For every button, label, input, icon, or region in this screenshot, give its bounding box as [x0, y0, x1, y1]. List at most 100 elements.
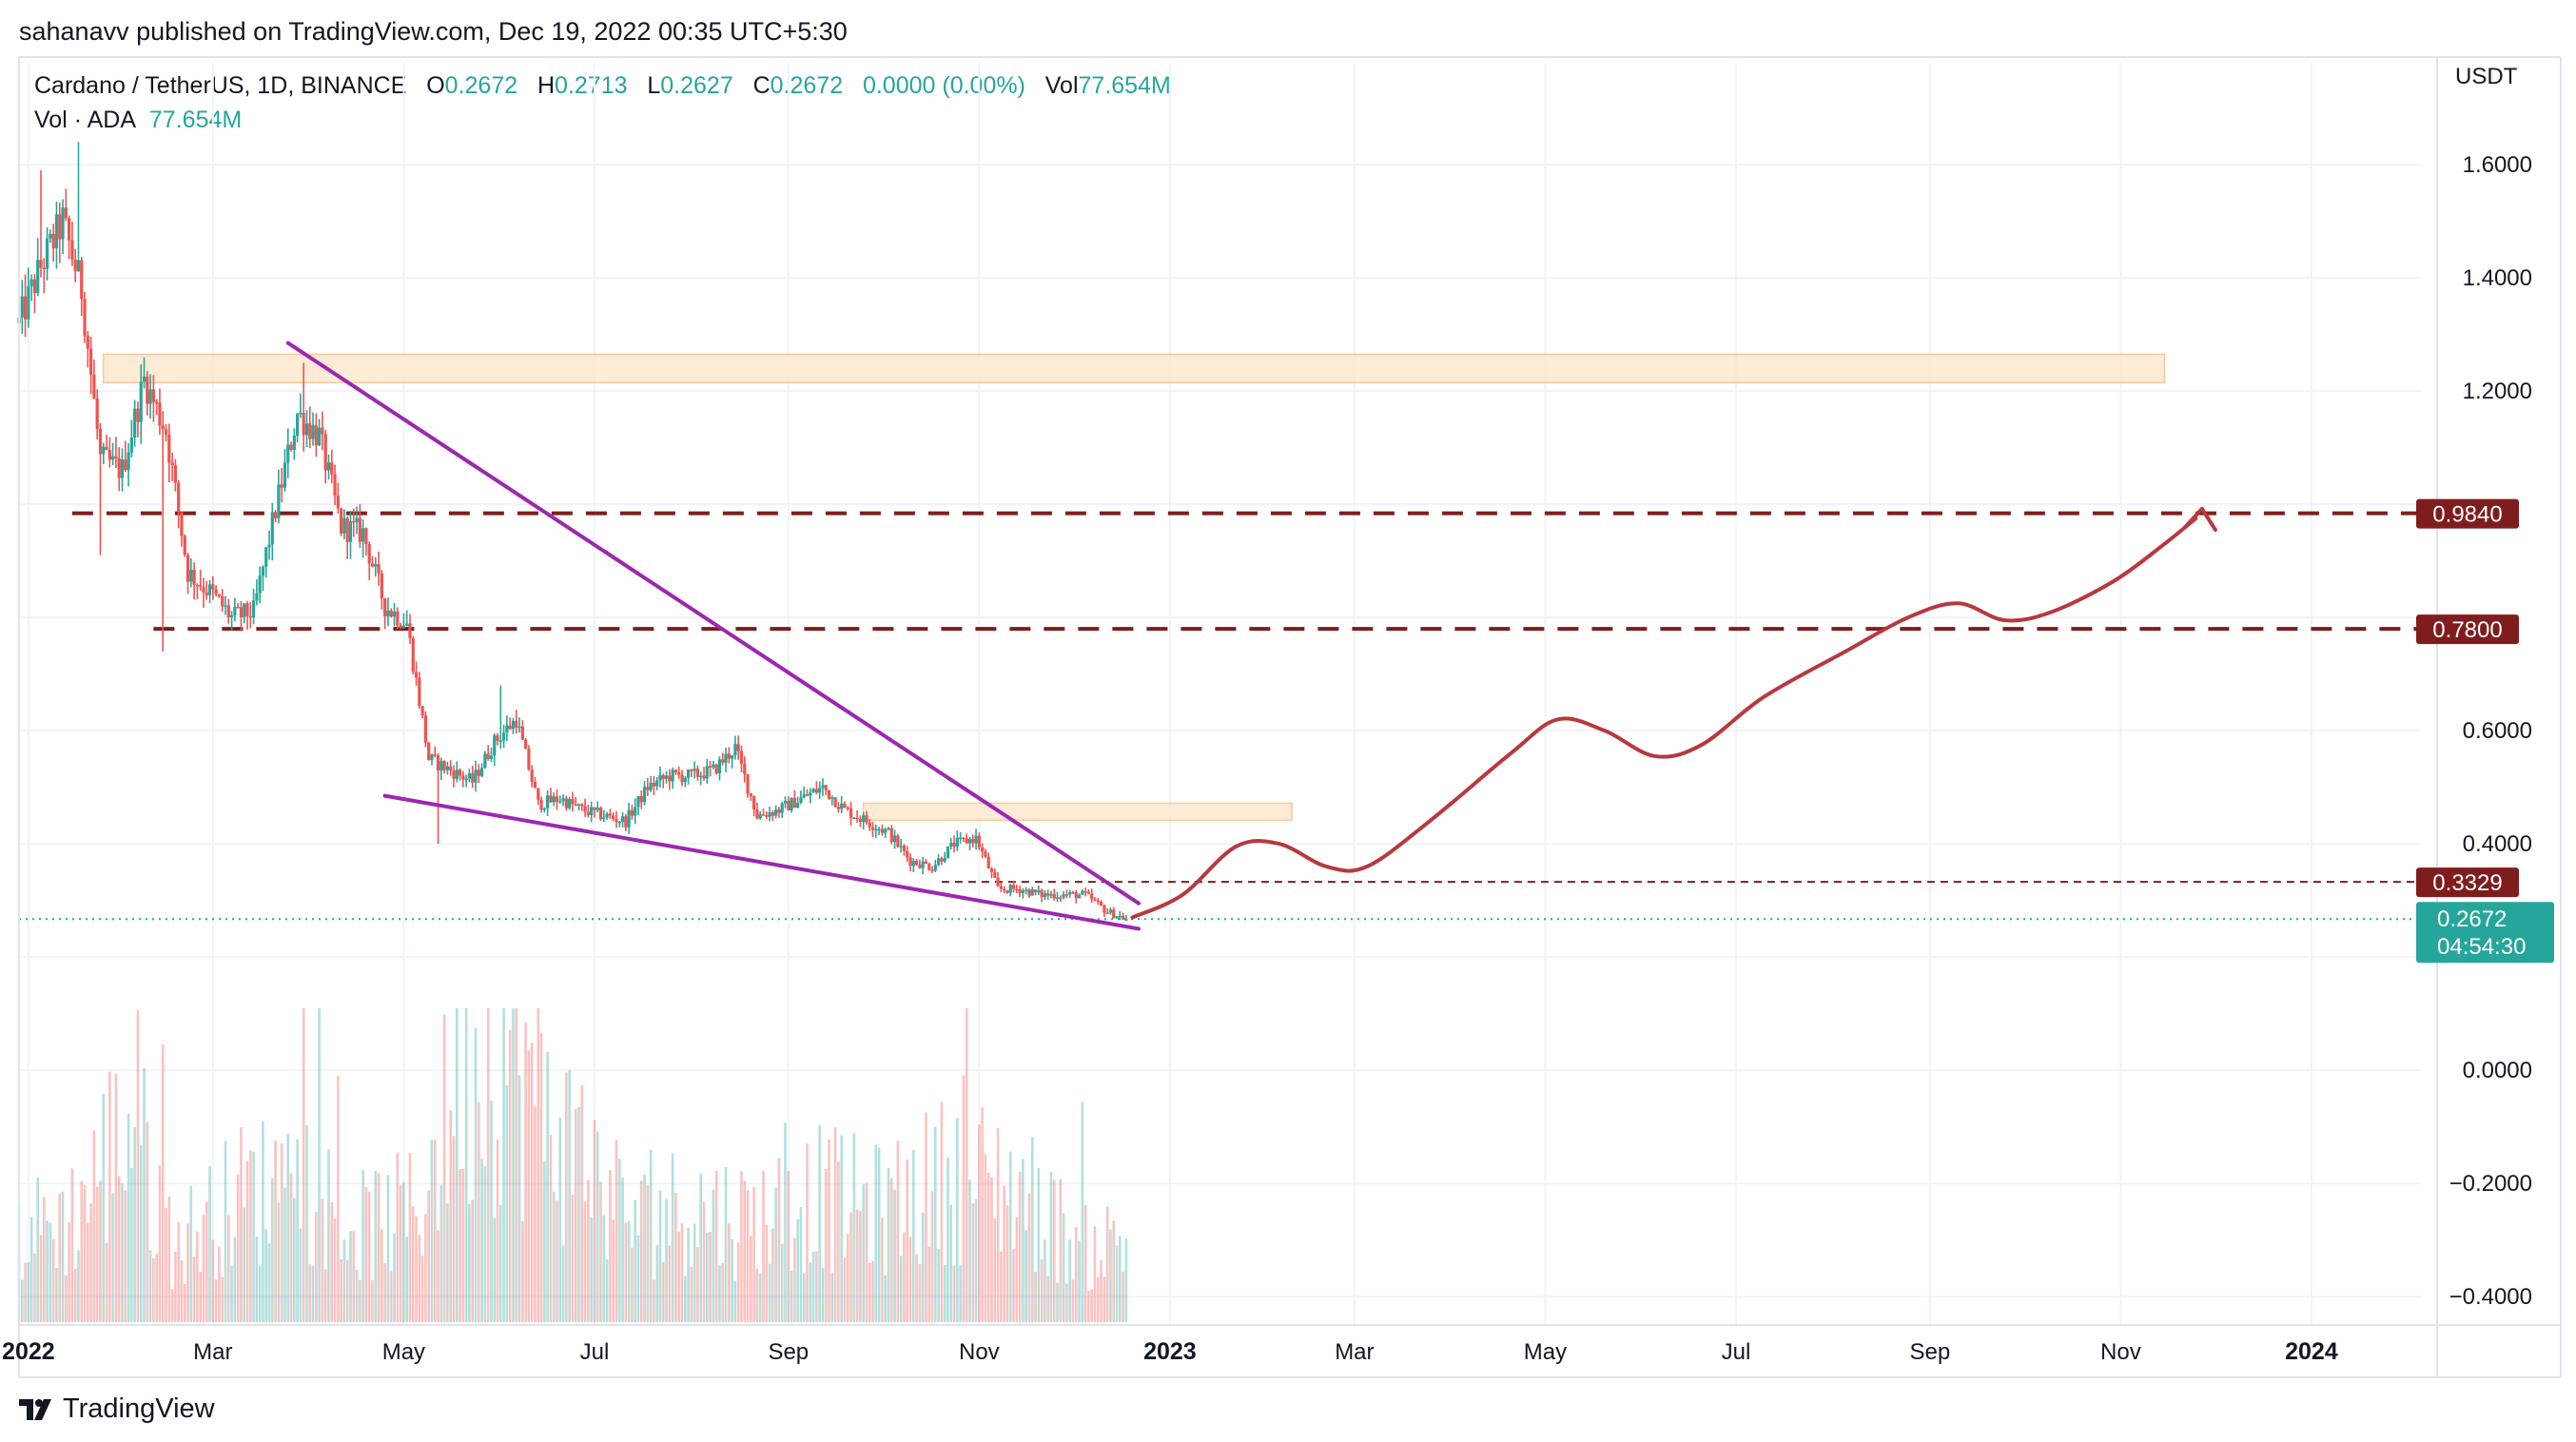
candle-body	[833, 797, 837, 808]
candle-body	[1027, 889, 1031, 896]
candle-body	[304, 423, 309, 436]
volume-bar	[811, 1251, 815, 1322]
volume-bar	[264, 1229, 268, 1322]
volume-bar	[802, 1273, 806, 1322]
candle-body	[796, 802, 800, 809]
level-badge	[2416, 498, 2519, 529]
candle-body	[195, 584, 200, 587]
candle-body	[321, 427, 324, 435]
volume-bar	[1090, 1289, 1094, 1322]
volume-bar	[602, 1215, 606, 1322]
volume-bar	[806, 1143, 809, 1322]
volume-bar	[612, 1219, 615, 1322]
volume-bar	[361, 1170, 364, 1322]
volume-bar	[262, 1120, 264, 1322]
candle-body	[471, 772, 475, 783]
volume-bar	[752, 1187, 755, 1322]
volume-bar	[617, 1159, 621, 1322]
volume-bar	[480, 1159, 483, 1322]
volume-bar	[830, 1272, 834, 1322]
candle-body	[959, 837, 963, 840]
volume-bar	[293, 1198, 296, 1322]
candle-body	[243, 603, 246, 617]
volume-bar	[996, 1127, 1000, 1322]
volume-bar	[696, 1246, 699, 1322]
volume-bar	[674, 1192, 677, 1322]
volume-bar	[180, 1260, 184, 1322]
candle-body	[642, 787, 647, 803]
volume-bar	[680, 1222, 684, 1322]
volume-bar	[590, 1217, 593, 1322]
candle-body	[683, 777, 687, 783]
volume-bar	[386, 1175, 390, 1322]
candle-body	[148, 389, 152, 404]
volume-bar	[1081, 1101, 1084, 1322]
volume-bar	[1062, 1213, 1065, 1322]
volume-bar	[1012, 1248, 1015, 1322]
volume-bar	[956, 1118, 959, 1322]
candle-body	[896, 835, 900, 848]
candle-body	[1103, 906, 1106, 913]
candle-body	[330, 462, 334, 475]
volume-bar	[846, 1234, 849, 1322]
candle-body	[617, 821, 621, 824]
price-axis-unit: USDT	[2455, 64, 2518, 89]
volume-bar	[615, 1140, 618, 1322]
candle-body	[605, 813, 609, 818]
volume-bar	[1124, 1237, 1128, 1322]
volume-bar	[543, 1160, 546, 1322]
volume-bar	[762, 1171, 765, 1322]
candle-body	[967, 839, 972, 844]
candle-body	[345, 517, 349, 542]
volume-bar	[233, 1237, 237, 1322]
volume-bar	[665, 1198, 668, 1322]
volume-bar	[364, 1186, 368, 1322]
volume-bar	[371, 1279, 374, 1322]
volume-bar	[906, 1159, 909, 1322]
legend-high-label: H	[537, 72, 556, 99]
volume-bar	[771, 1228, 774, 1322]
price-tick-label: 0.6000	[2463, 718, 2532, 744]
candle-body	[652, 782, 656, 787]
volume-bar	[437, 1230, 439, 1322]
volume-bar	[1052, 1179, 1056, 1322]
candle-body	[27, 285, 30, 320]
volume-bar	[881, 1218, 884, 1322]
candle-body	[455, 770, 459, 779]
volume-bar	[73, 1268, 77, 1322]
volume-bar	[255, 1237, 259, 1322]
candle-body	[392, 611, 397, 617]
volume-bar	[452, 1136, 456, 1322]
candle-body	[593, 807, 596, 810]
volume-bar	[468, 1203, 471, 1322]
wedge-trendline	[382, 793, 1142, 931]
current-price-label: 0.2672	[2437, 906, 2507, 932]
candle-body	[202, 587, 205, 593]
candle-body	[449, 766, 453, 771]
volume-bar	[183, 1284, 186, 1322]
volume-bar	[661, 1261, 665, 1322]
volume-bar	[186, 1223, 189, 1322]
volume-bar	[887, 1168, 890, 1322]
volume-bar	[277, 1202, 281, 1322]
candle-body	[1099, 901, 1103, 906]
volume-bar	[99, 1180, 102, 1322]
volume-bar	[446, 1203, 449, 1322]
volume-bar	[158, 1165, 162, 1322]
candle-body	[555, 796, 559, 803]
candle-body	[761, 814, 766, 816]
candle-body	[658, 774, 662, 781]
volume-bar	[1005, 1205, 1009, 1322]
candle-body	[996, 877, 1000, 887]
candle-body	[537, 788, 540, 800]
volume-bar	[502, 1008, 505, 1322]
volume-bar	[1093, 1226, 1097, 1322]
candle-body	[474, 770, 478, 783]
volume-bar	[252, 1151, 255, 1322]
tradingview-brand[interactable]: TradingView	[19, 1393, 215, 1425]
volume-bar	[189, 1185, 193, 1322]
volume-bar	[965, 1008, 968, 1322]
volume-bar	[283, 1187, 286, 1322]
volume-bar	[565, 1072, 568, 1322]
